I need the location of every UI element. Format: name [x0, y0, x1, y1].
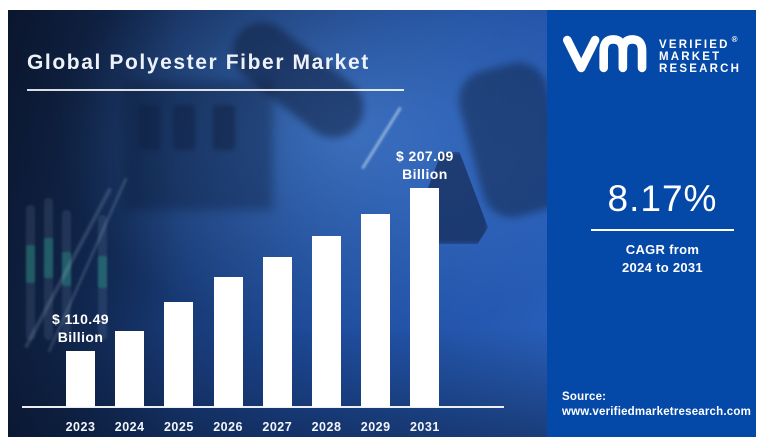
lab-tube-liquid [62, 252, 71, 286]
x-tick-label-2029: 2029 [360, 420, 391, 434]
x-tick-label-2028: 2028 [311, 420, 342, 434]
lab-test-tube [62, 210, 71, 338]
source-label: Source: [562, 391, 607, 404]
bar-2028 [312, 236, 341, 407]
content-frame: Global Polyester Fiber Market 2023 2024 20… [8, 10, 756, 437]
title-underline [27, 89, 404, 91]
logo-line-3: RESEARCH [659, 63, 742, 76]
logo-line-2: MARKET [659, 51, 722, 64]
bar-2027 [262, 257, 292, 407]
x-axis-line [22, 406, 504, 408]
x-tick-label-2025: 2025 [163, 420, 194, 434]
lab-tube-liquid [26, 245, 35, 283]
bar-chart: 2023 2024 2025 2026 2027 2028 2029 2031 $ 110.49… [8, 10, 547, 437]
bar-2031 [410, 188, 440, 407]
value-annotation-2031: $ 207.09 Billion [396, 148, 454, 182]
lab-test-tube [26, 205, 35, 340]
cagr-caption: CAGR from 2024 to 2031 [558, 241, 764, 276]
vmr-logo: VERIFIED ® MARKET RESEARCH [562, 31, 741, 77]
registered-mark: ® [731, 35, 738, 44]
source-url[interactable]: www.verifiedmarketresearch.com [562, 406, 752, 419]
lab-bottle-shape [138, 105, 160, 150]
bar-2026 [213, 277, 243, 407]
source-block: Source: www.verifiedmarketresearch.com [562, 390, 751, 420]
x-tick-label-2031: 2031 [409, 420, 440, 434]
bar-2029 [361, 214, 391, 407]
vm-monogram-icon [562, 35, 647, 73]
x-tick-label-2027: 2027 [262, 420, 293, 434]
logo-line-1: VERIFIED [659, 39, 730, 51]
cagr-caption-line-1: CAGR from [625, 242, 700, 257]
lab-bottle-shape [173, 105, 195, 150]
lab-test-tube [44, 198, 53, 340]
x-tick-label-2023: 2023 [65, 420, 96, 434]
value-annotation-2023: $ 110.49 Billion [52, 311, 109, 345]
page-title: Global Polyester Fiber Market [27, 51, 370, 74]
bar-2025 [164, 302, 194, 407]
lab-bottle-shape [213, 105, 235, 150]
bar-2024 [115, 331, 145, 407]
cagr-underline [591, 229, 734, 231]
lab-tube-liquid [44, 238, 53, 278]
cagr-value: 8.17% [607, 178, 718, 219]
logo-wordmark: VERIFIED ® MARKET RESEARCH [659, 35, 742, 76]
brand-panel: VERIFIED ® MARKET RESEARCH 8.17% CAGR fro… [547, 10, 756, 437]
lab-tube-liquid [98, 256, 107, 288]
bar-2023 [66, 351, 95, 407]
cagr-block: 8.17% CAGR from 2024 to 2031 [558, 178, 764, 276]
lab-test-tube [98, 215, 107, 340]
x-tick-label-2024: 2024 [114, 420, 145, 434]
chart-panel: Global Polyester Fiber Market 2023 2024 20… [8, 10, 547, 437]
cagr-caption-line-2: 2024 to 2031 [622, 259, 703, 275]
x-tick-label-2026: 2026 [213, 420, 243, 434]
